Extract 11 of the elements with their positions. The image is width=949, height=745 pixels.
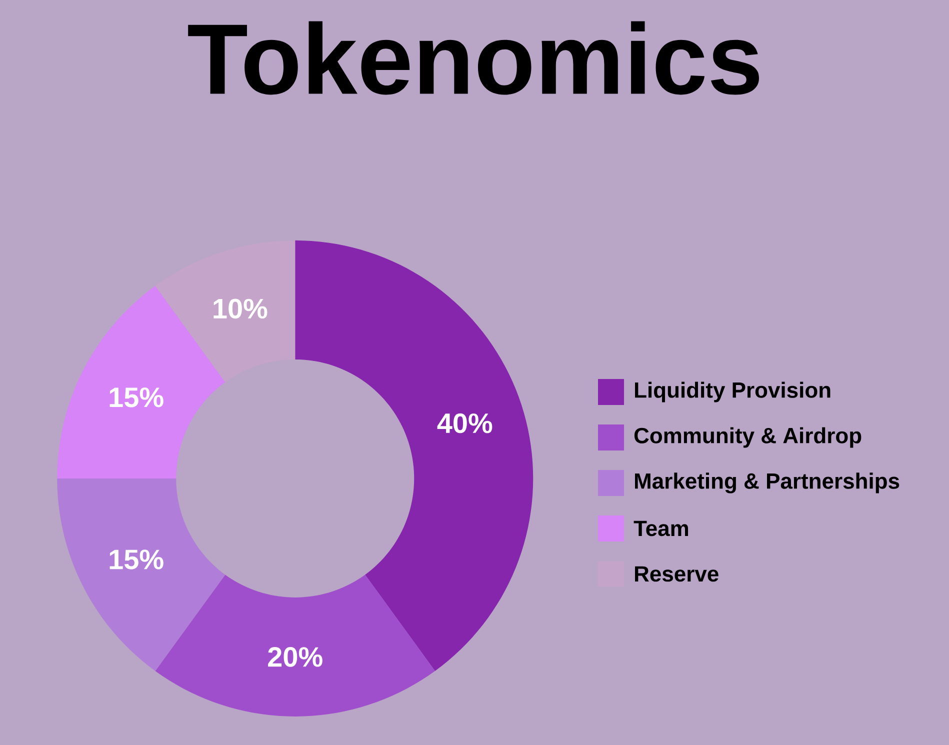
data-label: 40%	[437, 413, 492, 434]
data-label: 10%	[214, 298, 268, 319]
legend-label: Liquidity Provision	[635, 382, 830, 402]
legend-label: Team	[634, 520, 688, 536]
legend-label: Reserve	[635, 566, 718, 582]
data-label: 15%	[110, 550, 164, 570]
legend-label: Community & Airdrop	[634, 427, 862, 448]
legend-label: Marketing & Partnerships	[635, 472, 900, 494]
data-label: 20%	[268, 647, 322, 667]
data-label: 15%	[110, 388, 164, 408]
chart-title: Tokenomics	[188, 21, 759, 95]
